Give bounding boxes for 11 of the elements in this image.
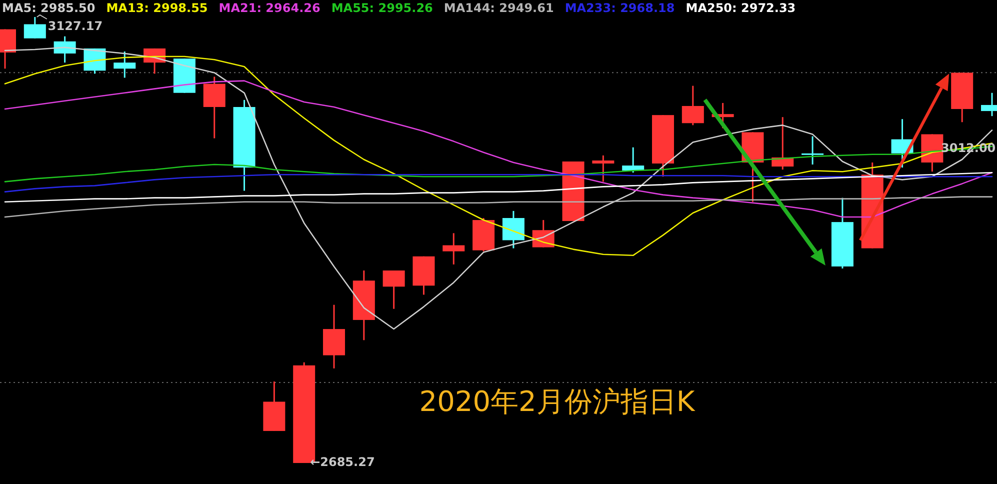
annotation: 3127.17 xyxy=(48,19,103,33)
annotation: 3127.17 xyxy=(36,14,103,33)
text: MA233: 2968.18 xyxy=(564,1,675,15)
text: MA250: 2972.33 xyxy=(686,1,796,15)
annotation: ←2685.27 xyxy=(310,455,375,469)
text: MA144: 2949.61 xyxy=(444,1,554,15)
text: MA5: 2985.50 xyxy=(2,1,96,15)
text: MA13: 2998.55 xyxy=(106,1,208,15)
text: MA21: 2964.26 xyxy=(218,1,320,15)
text: 2020年2月份沪指日K xyxy=(419,385,696,418)
text: MA55: 2995.26 xyxy=(331,1,433,15)
